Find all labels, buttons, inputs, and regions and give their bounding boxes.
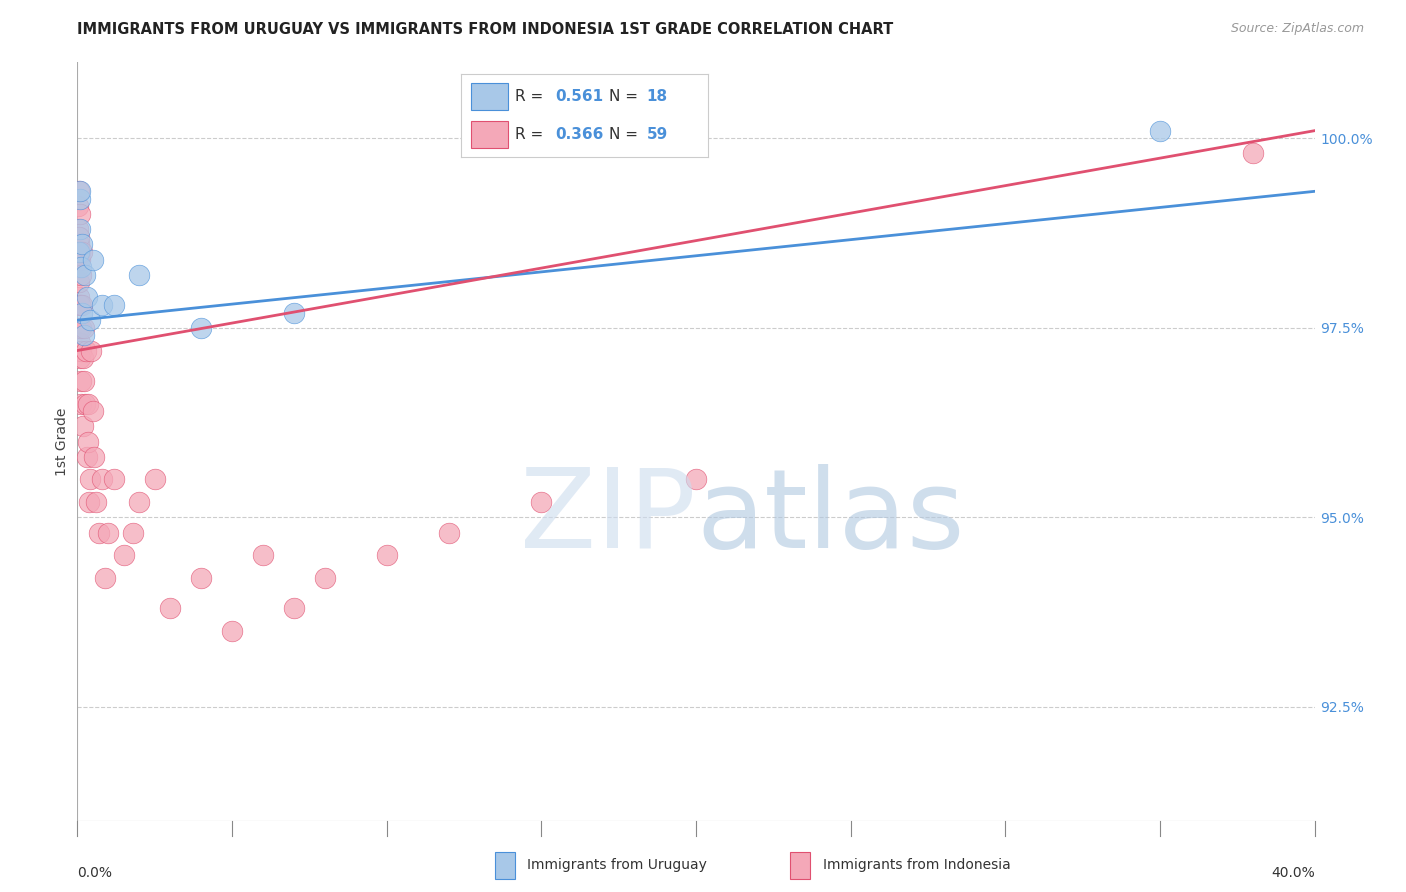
Point [70, 268, 93, 282]
Point [91, 473, 114, 487]
Point [128, 268, 150, 282]
Point [103, 473, 125, 487]
Point [79, 313, 101, 327]
Text: N =: N = [609, 128, 643, 142]
Point [87, 525, 110, 540]
Point [67, 184, 90, 198]
Point [69, 336, 91, 351]
Text: atlas: atlas [696, 464, 965, 571]
Point [69, 252, 91, 267]
Point [82, 404, 104, 418]
Point [66, 222, 89, 236]
Point [128, 495, 150, 509]
Y-axis label: 1st Grade: 1st Grade [55, 408, 69, 475]
Point [69, 351, 91, 366]
Point [70, 397, 93, 411]
Point [283, 306, 305, 320]
Point [97, 525, 120, 540]
Point [67, 260, 90, 275]
Point [190, 571, 212, 585]
Text: 0.0%: 0.0% [77, 866, 112, 880]
Point [80, 343, 103, 358]
Point [70, 245, 93, 260]
Point [314, 571, 336, 585]
Point [72, 374, 94, 388]
Point [67, 200, 90, 214]
Point [75, 397, 96, 411]
Text: R =: R = [516, 128, 548, 142]
Point [685, 473, 707, 487]
Point [73, 321, 96, 335]
Text: R =: R = [516, 89, 548, 103]
Point [70, 321, 93, 335]
Point [437, 525, 460, 540]
Point [69, 245, 91, 260]
Point [70, 343, 93, 358]
Point [67, 291, 90, 305]
Point [112, 549, 135, 563]
Point [76, 397, 98, 411]
FancyBboxPatch shape [471, 121, 508, 148]
Point [91, 298, 114, 312]
Text: 0.366: 0.366 [555, 128, 603, 142]
Point [67, 321, 90, 335]
Point [82, 252, 104, 267]
Point [67, 252, 90, 267]
Point [75, 343, 97, 358]
Text: N =: N = [609, 89, 643, 103]
Point [70, 298, 93, 312]
Point [190, 321, 212, 335]
Text: Source: ZipAtlas.com: Source: ZipAtlas.com [1230, 22, 1364, 36]
Point [84, 495, 107, 509]
Point [252, 549, 274, 563]
Point [375, 549, 398, 563]
Point [69, 230, 91, 244]
Text: 0.561: 0.561 [555, 89, 603, 103]
Point [69, 207, 91, 221]
Point [69, 276, 91, 290]
Point [77, 495, 100, 509]
Point [76, 291, 98, 305]
Point [76, 450, 98, 464]
FancyBboxPatch shape [471, 83, 508, 110]
Point [67, 237, 90, 252]
Point [77, 434, 100, 449]
Point [75, 268, 96, 282]
Point [70, 260, 93, 275]
Point [83, 450, 105, 464]
Text: Immigrants from Uruguay: Immigrants from Uruguay [527, 858, 707, 872]
Point [69, 184, 91, 198]
Point [1149, 124, 1171, 138]
Point [72, 351, 94, 366]
Point [1241, 146, 1264, 161]
Point [221, 624, 243, 639]
Point [70, 306, 93, 320]
Point [69, 192, 91, 206]
Point [69, 298, 91, 312]
Text: Immigrants from Indonesia: Immigrants from Indonesia [823, 858, 1011, 872]
Point [283, 601, 305, 615]
Text: 40.0%: 40.0% [1271, 866, 1315, 880]
Text: IMMIGRANTS FROM URUGUAY VS IMMIGRANTS FROM INDONESIA 1ST GRADE CORRELATION CHART: IMMIGRANTS FROM URUGUAY VS IMMIGRANTS FR… [77, 22, 894, 37]
Point [67, 245, 90, 260]
Point [72, 419, 94, 434]
Text: ZIP: ZIP [520, 464, 696, 571]
Text: 59: 59 [647, 128, 668, 142]
Point [94, 571, 117, 585]
Point [143, 473, 166, 487]
Point [69, 298, 91, 312]
Point [103, 298, 125, 312]
Point [69, 222, 91, 236]
Point [122, 525, 145, 540]
Point [72, 328, 94, 343]
Point [530, 495, 553, 509]
Point [159, 601, 181, 615]
Point [70, 237, 93, 252]
Point [69, 374, 91, 388]
Point [79, 473, 101, 487]
Text: 18: 18 [647, 89, 668, 103]
